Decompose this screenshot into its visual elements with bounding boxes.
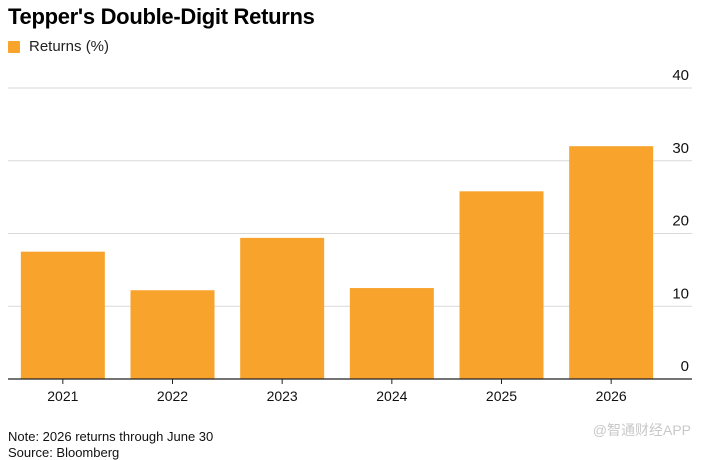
- x-tick-label: 2023: [267, 388, 298, 404]
- y-tick-label: 10: [672, 285, 689, 302]
- bar: [459, 191, 544, 379]
- x-tick-label: 2024: [376, 388, 407, 404]
- footnote: Note: 2026 returns through June 30: [8, 429, 214, 444]
- legend-label: Returns (%): [29, 38, 110, 55]
- legend: Returns (%): [8, 38, 109, 55]
- bar-chart: 0 10 20 30 40 2021 2022 2023 2024 2025 2026: [8, 67, 692, 404]
- y-tick-label: 30: [672, 140, 689, 157]
- bar: [569, 146, 654, 379]
- watermark: @智通财经APP: [592, 422, 691, 438]
- y-tick-label: 20: [672, 213, 689, 230]
- x-tick-label: 2022: [157, 388, 188, 404]
- bar: [130, 290, 215, 379]
- x-tick-label: 2025: [486, 388, 517, 404]
- chart-title: Tepper's Double-Digit Returns: [8, 4, 315, 29]
- legend-swatch: [8, 40, 20, 53]
- source-note: Source: Bloomberg: [8, 445, 120, 460]
- bar: [240, 237, 325, 379]
- x-tick-label: 2021: [47, 388, 78, 404]
- y-tick-label: 40: [672, 67, 689, 84]
- x-tick-label: 2026: [596, 388, 627, 404]
- y-tick-label: 0: [681, 358, 689, 375]
- bar: [20, 251, 105, 379]
- bar: [349, 288, 434, 379]
